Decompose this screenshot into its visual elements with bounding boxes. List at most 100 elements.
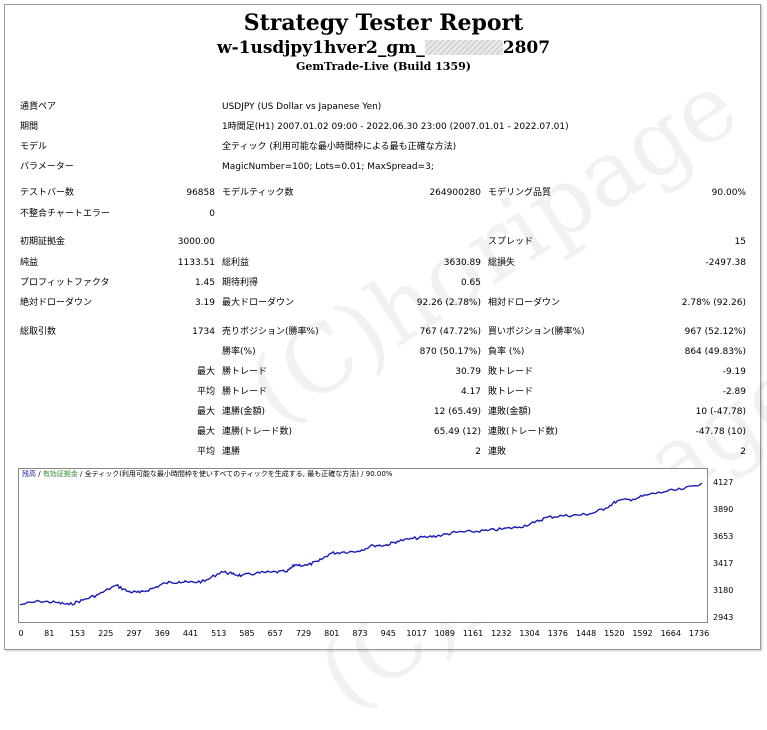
short-positions-label: 売りポジション(勝率%): [222, 327, 319, 337]
period-label: 期間: [20, 122, 39, 132]
x-tick-label: 0: [18, 629, 24, 638]
y-tick-label: 3890: [713, 505, 734, 515]
max-consecutive-loss-value: -47.78 (10): [695, 427, 746, 437]
mismatch-value: 0: [209, 209, 215, 219]
x-tick-label: 1664: [660, 629, 681, 638]
avg-loss-label: 敗トレード: [488, 387, 534, 397]
deposit-label: 初期証拠金: [20, 237, 66, 247]
largest-loss-label: 敗トレード: [488, 367, 534, 377]
total-trades-value: 1734: [192, 327, 215, 337]
max-drawdown-value: 92.26 (2.78%): [416, 298, 481, 308]
x-tick-label: 1592: [632, 629, 653, 638]
y-tick-label: 3180: [713, 585, 734, 595]
legend-model: 全ティック(利用可能な最小時間枠を使いすべてのティックを生成する, 最も正確な方…: [84, 470, 359, 478]
max-label: 最大: [196, 407, 215, 417]
spread-label: スプレッド: [488, 237, 534, 247]
largest-win-label: 勝トレード: [222, 367, 268, 377]
expert-name: w-1usdjpy1hver2_gm_ 2807: [216, 38, 551, 58]
symbol-value: USDJPY (US Dollar vs Japanese Yen): [222, 102, 382, 112]
x-tick-label: 1089: [434, 629, 455, 638]
x-tick-label: 513: [211, 629, 227, 638]
net-profit-label: 純益: [20, 258, 39, 268]
max-consecutive-profit-label: 連勝(トレード数): [222, 427, 293, 437]
max-consecutive-losses-label: 連敗(金額): [488, 407, 532, 417]
relative-drawdown-label: 相対ドローダウン: [488, 298, 561, 308]
x-tick-label: 585: [239, 629, 255, 638]
legend-equity: 有効証拠金: [42, 470, 78, 478]
x-tick-label: 729: [295, 629, 312, 638]
legend-balance: 残高: [22, 470, 36, 478]
x-tick-label: 1736: [688, 629, 710, 638]
x-tick-label: 81: [44, 629, 55, 638]
report-frame: [4, 4, 761, 650]
net-profit-value: 1133.51: [177, 258, 215, 268]
deposit-value: 3000.00: [177, 237, 215, 247]
bars-value: 96858: [186, 188, 215, 198]
max-consecutive-profit-value: 65.49 (12): [433, 427, 481, 437]
max-consecutive-wins-value: 12 (65.49): [433, 407, 481, 417]
x-tick-label: 1017: [406, 629, 427, 638]
max-consecutive-loss-label: 連敗(トレード数): [488, 427, 559, 437]
balance-line: [19, 482, 703, 606]
model-value: 全ティック (利用可能な最小時間枠による最も正確な方法): [222, 142, 457, 152]
mismatch-label: 不整合チャートエラー: [20, 209, 110, 219]
largest-win-value: 30.79: [455, 367, 481, 377]
x-tick-label: 801: [324, 629, 340, 638]
avg-consecutive-losses-value: 2: [740, 447, 746, 457]
ticks-label: モデルティック数: [222, 188, 294, 198]
redacted-block: [424, 40, 503, 55]
max-consecutive-losses-value: 10 (-47.78): [695, 407, 746, 417]
loss-rate-label: 負率 (%): [488, 347, 525, 357]
ticks-value: 264900280: [429, 188, 481, 198]
report-title: Strategy Tester Report: [243, 10, 524, 36]
x-tick-label: 369: [154, 629, 170, 638]
gross-loss-label: 総損失: [488, 258, 516, 268]
x-tick-label: 1376: [547, 629, 568, 638]
avg-label: 平均: [196, 387, 215, 397]
balance-chart-svg: [19, 482, 703, 606]
x-tick-label: 297: [126, 629, 142, 638]
avg-loss-value: -2.89: [722, 387, 746, 397]
x-tick-label: 873: [352, 629, 368, 638]
win-rate-label: 勝率(%): [222, 347, 256, 357]
x-tick-label: 441: [182, 629, 199, 638]
chart-legend: 残高 / 有効証拠金 / 全ティック(利用可能な最小時間枠を使いすべてのティック…: [22, 470, 393, 478]
y-tick-label: 3653: [713, 532, 734, 542]
balance-chart: [18, 468, 708, 623]
loss-rate-value: 864 (49.83%): [684, 347, 746, 357]
profit-factor-value: 1.45: [194, 278, 215, 288]
symbol-label: 通貨ペア: [20, 102, 57, 112]
expected-payoff-label: 期待利得: [222, 278, 259, 288]
win-rate-value: 870 (50.17%): [419, 347, 481, 357]
x-tick-label: 1448: [575, 629, 597, 638]
max-label: 最大: [196, 367, 215, 377]
x-tick-label: 945: [380, 629, 396, 638]
profit-factor-label: プロフィットファクタ: [20, 278, 110, 288]
x-tick-label: 1520: [604, 629, 625, 638]
largest-loss-value: -9.19: [722, 367, 746, 377]
period-value: 1時間足(H1) 2007.01.02 09:00 - 2022.06.30 2…: [222, 122, 569, 132]
avg-label: 平均: [196, 447, 215, 457]
quality-value: 90.00%: [711, 188, 746, 198]
absolute-drawdown-label: 絶対ドローダウン: [20, 298, 93, 308]
x-tick-label: 1304: [519, 629, 540, 638]
quality-label: モデリング品質: [488, 188, 552, 198]
long-positions-value: 967 (52.12%): [684, 327, 746, 337]
gross-profit-value: 3630.89: [443, 258, 481, 268]
x-tick-label: 1161: [462, 629, 484, 638]
relative-drawdown-value: 2.78% (92.26): [681, 298, 746, 308]
max-label: 最大: [196, 427, 215, 437]
bars-label: テストバー数: [20, 188, 75, 198]
legend-quality: 90.00%: [365, 470, 393, 478]
avg-consecutive-losses-label: 連敗: [488, 447, 507, 457]
y-tick-label: 4127: [713, 478, 734, 487]
x-tick-label: 153: [69, 629, 86, 638]
y-tick-label: 2943: [713, 613, 734, 622]
gross-loss-value: -2497.38: [705, 258, 746, 268]
x-tick-label: 225: [98, 629, 114, 638]
params-value: MagicNumber=100; Lots=0.01; MaxSpread=3;: [222, 162, 434, 172]
params-label: パラメーター: [20, 162, 74, 172]
model-label: モデル: [20, 142, 48, 152]
long-positions-label: 買いポジション(勝率%): [488, 327, 585, 337]
x-tick-label: 657: [267, 629, 283, 638]
